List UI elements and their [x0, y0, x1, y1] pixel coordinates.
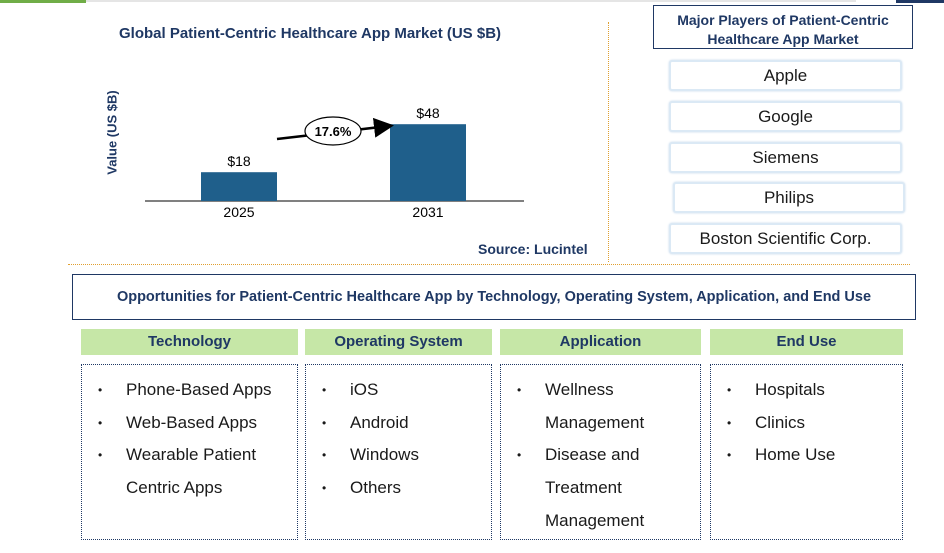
list-item: • Wellness Management: [501, 374, 655, 439]
y-axis-label: Value (US $B): [104, 90, 120, 175]
bullet-icon: •: [322, 448, 327, 463]
list-item: • Web-Based Apps: [82, 407, 297, 440]
top-accent-gray: [86, 0, 856, 2]
list-item: • Disease and Treatment Management: [501, 439, 655, 537]
list-item: • Others: [306, 472, 491, 505]
bullet-icon: •: [727, 415, 732, 430]
bullet-icon: •: [727, 448, 732, 463]
list-item: • Wearable Patient Centric Apps: [82, 439, 266, 504]
cagr-arrow: [276, 117, 394, 141]
list-item: • Clinics: [711, 407, 902, 440]
x-tick-label: 2031: [412, 204, 443, 220]
bullet-icon: •: [322, 481, 327, 496]
source-label: Source: Lucintel: [478, 241, 588, 257]
cagr-ellipse: [304, 116, 362, 146]
top-accent-green: [0, 0, 86, 3]
list-item: • iOS: [306, 374, 491, 407]
bar-value-label: $18: [227, 153, 251, 169]
column-box-operating-system: • iOS • Android • Windows • Others: [305, 364, 492, 540]
player-item: Boston Scientific Corp.: [669, 223, 902, 254]
list-item: • Android: [306, 407, 491, 440]
player-item: Philips: [673, 182, 905, 213]
bullet-icon: •: [98, 383, 103, 397]
cagr-label: 17.6%: [315, 124, 352, 139]
column-header-technology: Technology: [81, 329, 298, 355]
bullet-icon: •: [517, 448, 522, 463]
list-item: • Home Use: [711, 439, 902, 472]
player-item: Google: [669, 101, 902, 132]
chart-title: Global Patient-Centric Healthcare App Ma…: [119, 25, 502, 42]
bullet-icon: •: [322, 383, 327, 397]
column-header-operating-system: Operating System: [305, 329, 492, 355]
bar-2025: [201, 172, 277, 201]
horizontal-separator: [68, 264, 910, 265]
vertical-separator: [608, 22, 609, 262]
list-item: • Phone-Based Apps: [82, 374, 297, 407]
bullet-icon: •: [517, 383, 522, 397]
bar-value-label: $48: [416, 105, 440, 121]
bullet-icon: •: [98, 448, 103, 463]
x-tick-label: 2025: [223, 204, 254, 220]
players-title: Major Players of Patient-Centric Healthc…: [653, 5, 913, 49]
top-accent-navy: [896, 0, 944, 3]
column-box-technology: • Phone-Based Apps • Web-Based Apps • Weara…: [81, 364, 298, 540]
bullet-icon: •: [727, 383, 732, 397]
bullet-icon: •: [98, 415, 103, 430]
list-item: • Windows: [306, 439, 491, 472]
column-header-end-use: End Use: [710, 329, 903, 355]
bullet-icon: •: [322, 415, 327, 430]
column-box-end-use: • Hospitals • Clinics • Home Use: [710, 364, 903, 540]
column-header-application: Application: [500, 329, 701, 355]
column-box-application: • Wellness Management • Disease and Treatm…: [500, 364, 701, 540]
player-item: Apple: [669, 60, 902, 91]
list-item: • Hospitals: [711, 374, 902, 407]
opportunities-title: Opportunities for Patient-Centric Health…: [72, 274, 916, 320]
player-item: Siemens: [669, 142, 902, 173]
bar-2031: [390, 124, 466, 201]
